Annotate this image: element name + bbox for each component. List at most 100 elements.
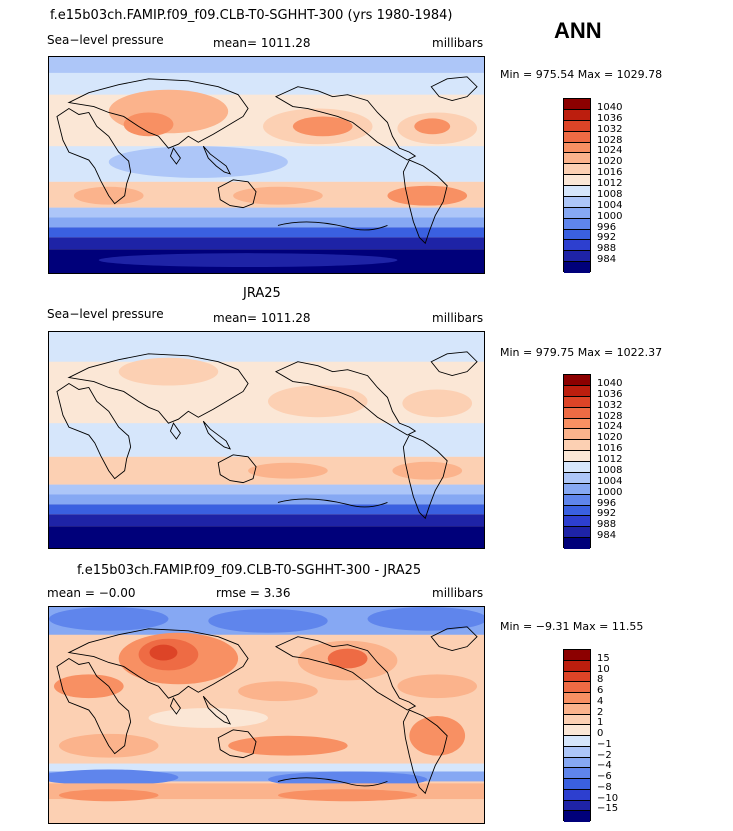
colorbar-swatch: [564, 153, 590, 165]
colorbar-swatch: [564, 494, 590, 506]
colorbar-level-label: 984: [597, 254, 617, 266]
colorbar-swatch: [564, 120, 590, 132]
colorbar-swatch: [564, 682, 590, 693]
panel2-mean-label: mean= 1011.28: [213, 311, 311, 325]
colorbar-level-label: 2: [597, 706, 604, 718]
panel3-title: f.e15b03ch.FAMIP.f09_f09.CLB-T0-SGHHT-30…: [77, 563, 422, 578]
colorbar-swatch: [564, 186, 590, 197]
colorbar-swatch: [564, 527, 590, 539]
colorbar-swatch: [564, 385, 590, 397]
colorbar-level-label: 1028: [597, 410, 623, 422]
colorbar-level-label: 1008: [597, 188, 623, 200]
panel3-mean-label: mean = −0.00: [47, 586, 136, 600]
colorbar-swatch: [564, 779, 590, 790]
colorbar-level-label: −6: [597, 771, 612, 782]
colorbar-swatch: [564, 714, 590, 726]
colorbar-level-label: 1040: [597, 377, 623, 389]
colorbar-level-label: −15: [597, 803, 619, 815]
colorbar-swatch: [564, 407, 590, 419]
colorbar-level-label: 1036: [597, 112, 623, 124]
obs-slp-map-canvas: [49, 332, 484, 548]
colorbar-level-label: 10: [597, 663, 610, 675]
colorbar-swatch: [564, 768, 590, 779]
colorbar-swatch: [564, 650, 590, 661]
colorbar-swatch: [564, 142, 590, 154]
colorbar-swatch: [564, 789, 590, 801]
colorbar-swatch: [564, 196, 590, 208]
colorbar-level-label: −10: [597, 792, 619, 804]
model-slp-map-canvas: [49, 57, 484, 273]
colorbar-swatch: [564, 418, 590, 430]
colorbar-swatch: [564, 811, 590, 822]
colorbar-swatch: [564, 516, 590, 528]
colorbar-level-label: 992: [597, 232, 617, 244]
colorbar-swatch: [564, 131, 590, 143]
colorbar-swatch: [564, 757, 590, 769]
colorbar-level-label: 996: [597, 221, 617, 233]
colorbar-swatch: [564, 109, 590, 121]
difference-map: [48, 606, 485, 824]
colorbar-swatch: [564, 229, 590, 241]
colorbar-swatch: [564, 375, 590, 386]
colorbar-level-label: 1024: [597, 421, 623, 433]
colorbar-swatch: [564, 746, 590, 758]
difference-map-canvas: [49, 607, 484, 823]
colorbar-level-label: 1020: [597, 432, 623, 444]
colorbar-level-label: 1008: [597, 464, 623, 476]
colorbar-level-label: 1: [597, 717, 604, 729]
colorbar-swatch: [564, 99, 590, 110]
colorbar-level-label: 996: [597, 497, 617, 509]
panel1-colorbar: [563, 98, 591, 273]
colorbar-level-label: 1032: [597, 123, 623, 135]
colorbar-level-label: −4: [597, 760, 612, 772]
colorbar-swatch: [564, 483, 590, 495]
colorbar-level-label: 4: [597, 695, 604, 707]
panel2-title: JRA25: [243, 286, 281, 301]
colorbar-swatch: [564, 538, 590, 549]
panel1-units-label: millibars: [432, 36, 484, 50]
colorbar-level-label: −1: [597, 738, 612, 750]
colorbar-swatch: [564, 429, 590, 441]
panel3-colorbar: [563, 649, 591, 822]
colorbar-level-label: 988: [597, 243, 617, 255]
season-label: ANN: [554, 18, 602, 43]
colorbar-level-label: 1040: [597, 101, 623, 113]
colorbar-level-label: 1032: [597, 399, 623, 411]
panel3-rmse-label: rmse = 3.36: [216, 586, 291, 600]
colorbar-swatch: [564, 262, 590, 273]
colorbar-level-label: 15: [597, 652, 610, 664]
colorbar-swatch: [564, 472, 590, 484]
colorbar-swatch: [564, 164, 590, 176]
panel2-units-label: millibars: [432, 311, 484, 325]
colorbar-level-label: 6: [597, 685, 604, 696]
colorbar-level-label: 1016: [597, 167, 623, 179]
colorbar-swatch: [564, 800, 590, 812]
colorbar-swatch: [564, 396, 590, 408]
colorbar-level-label: 1000: [597, 486, 623, 498]
colorbar-level-label: 1004: [597, 199, 623, 211]
colorbar-swatch: [564, 703, 590, 715]
model-slp-map: [48, 56, 485, 274]
colorbar-swatch: [564, 725, 590, 736]
panel1-mean-label: mean= 1011.28: [213, 36, 311, 50]
colorbar-level-label: 0: [597, 728, 604, 739]
panel1-title: f.e15b03ch.FAMIP.f09_f09.CLB-T0-SGHHT-30…: [50, 8, 453, 23]
colorbar-swatch: [564, 240, 590, 252]
colorbar-level-label: 1012: [597, 178, 623, 189]
colorbar-swatch: [564, 175, 590, 186]
colorbar-swatch: [564, 660, 590, 672]
obs-slp-map: [48, 331, 485, 549]
colorbar-swatch: [564, 693, 590, 704]
colorbar-level-label: 1020: [597, 156, 623, 168]
colorbar-level-label: 1028: [597, 134, 623, 146]
panel3-units-label: millibars: [432, 586, 484, 600]
colorbar-swatch: [564, 671, 590, 683]
colorbar-swatch: [564, 207, 590, 219]
colorbar-swatch: [564, 505, 590, 517]
colorbar-swatch: [564, 218, 590, 230]
colorbar-level-label: −8: [597, 781, 612, 793]
colorbar-level-label: 1004: [597, 475, 623, 487]
colorbar-level-label: 1024: [597, 145, 623, 157]
colorbar-level-label: 1000: [597, 210, 623, 222]
panel1-min-max: Min = 975.54 Max = 1029.78: [500, 68, 663, 81]
